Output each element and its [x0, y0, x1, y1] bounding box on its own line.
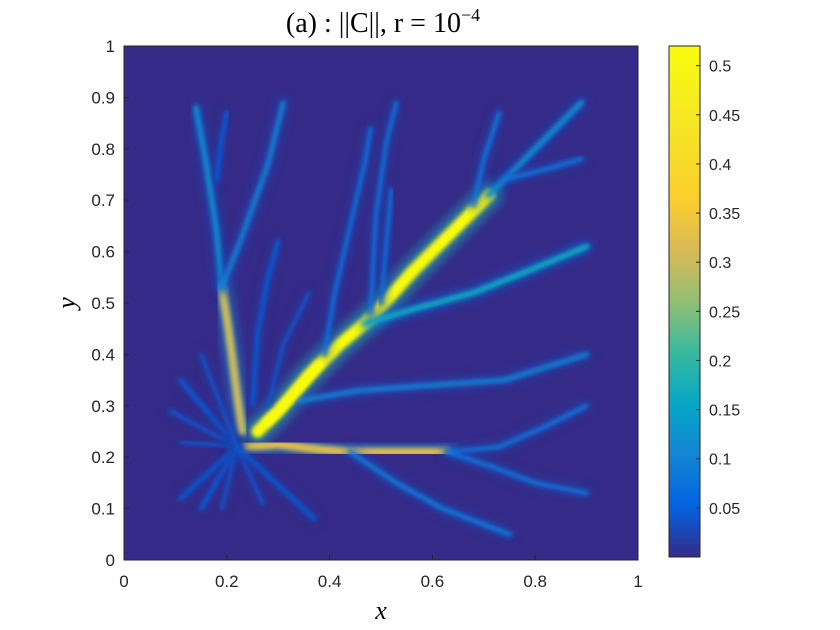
title: (a) : ||C||, r = 10−4 [286, 5, 480, 39]
x-tick-label: 0 [119, 572, 128, 591]
colorbar-tick-label: 0.25 [709, 304, 740, 321]
branch-bottom-right-a [445, 403, 589, 455]
colorbar-tick-label: 0.1 [709, 452, 731, 469]
y-tick-label: 0.9 [91, 88, 115, 107]
title-main: (a) : ||C||, r = 10 [286, 8, 461, 39]
y-tick-label: 0.6 [91, 243, 115, 262]
y-tick-label: 1 [106, 37, 115, 56]
x-axis: 0 0.2 0.4 0.6 0.8 1 [119, 555, 643, 591]
branch-bottom-right-b [445, 449, 589, 496]
y-tick-label: 0.3 [91, 397, 115, 416]
title-exponent: −4 [461, 5, 480, 25]
svg-text:(a) : ||C||, r = 10−4: (a) : ||C||, r = 10−4 [286, 5, 480, 39]
colorbar-tick-label: 0.4 [709, 157, 731, 174]
branch-burst-3 [178, 439, 239, 449]
branch-left-trunk [217, 283, 247, 436]
x-tick-label: 0.2 [215, 572, 239, 591]
y-tick-label: 0.1 [91, 500, 115, 519]
y-tick-label: 0.7 [91, 191, 115, 210]
x-tick-label: 1 [633, 572, 642, 591]
colorbar-tick-label: 0.05 [709, 501, 740, 518]
colorbar-tick-label: 0.35 [709, 206, 740, 223]
colorbar-tick-label: 0.5 [709, 59, 731, 76]
colorbar-tick-label: 0.3 [709, 255, 731, 272]
colorbar-tick-label: 0.45 [709, 108, 740, 125]
x-tick-label: 0.6 [421, 572, 445, 591]
y-tick-label: 0 [106, 551, 115, 570]
branch-bottom-low [347, 449, 512, 537]
x-axis-label: x [374, 596, 387, 625]
branch-right-mid [362, 243, 590, 327]
branch-burst-8 [235, 444, 317, 521]
branch-inner-up [250, 239, 281, 408]
branch-left-up-b [219, 100, 286, 291]
branch-burst-6 [219, 445, 239, 511]
colorbar-frame [668, 45, 701, 558]
y-axis-label: y [52, 297, 81, 312]
branch-up-from-040 [322, 126, 373, 357]
y-tick-label: 0.5 [91, 294, 115, 313]
colorbar: 0.05 0.1 0.15 0.2 0.25 0.3 0.35 0.4 0.45 0.5 [668, 45, 740, 558]
branch-left-up-c [214, 110, 229, 182]
branch-up-from-048 [368, 100, 399, 316]
colorbar-tick-label: 0.15 [709, 403, 740, 420]
y-tick-label: 0.2 [91, 448, 115, 467]
x-tick-label: 0.8 [523, 572, 547, 591]
colorbar-ticks: 0.05 0.1 0.15 0.2 0.25 0.3 0.35 0.4 0.45 0.5 [696, 59, 740, 518]
branch-upper-right-b [502, 156, 584, 182]
branch-peak-core [263, 360, 324, 426]
x-tick-label: 0.4 [318, 572, 342, 591]
branch-lower-right [296, 351, 589, 404]
branch-up-from-050 [378, 187, 394, 306]
branch-diag-up [266, 290, 311, 408]
y-axis: 0 0.1 0.2 0.3 0.4 0.5 0.6 0.7 0.8 0.9 1 [91, 37, 129, 570]
branch-burst-1 [178, 378, 240, 449]
y-tick-label: 0.8 [91, 140, 115, 159]
branch-burst-2 [168, 409, 239, 449]
branch-upper-right-c [471, 110, 502, 208]
branch-burst-9 [199, 352, 239, 449]
colorbar-tick-label: 0.2 [709, 353, 731, 370]
branch-left-up-a [193, 105, 225, 291]
branch-bottom-main [237, 439, 453, 457]
y-tick-label: 0.4 [91, 345, 115, 364]
colorbar-gradient [669, 46, 700, 557]
heatmap-field [166, 96, 594, 540]
